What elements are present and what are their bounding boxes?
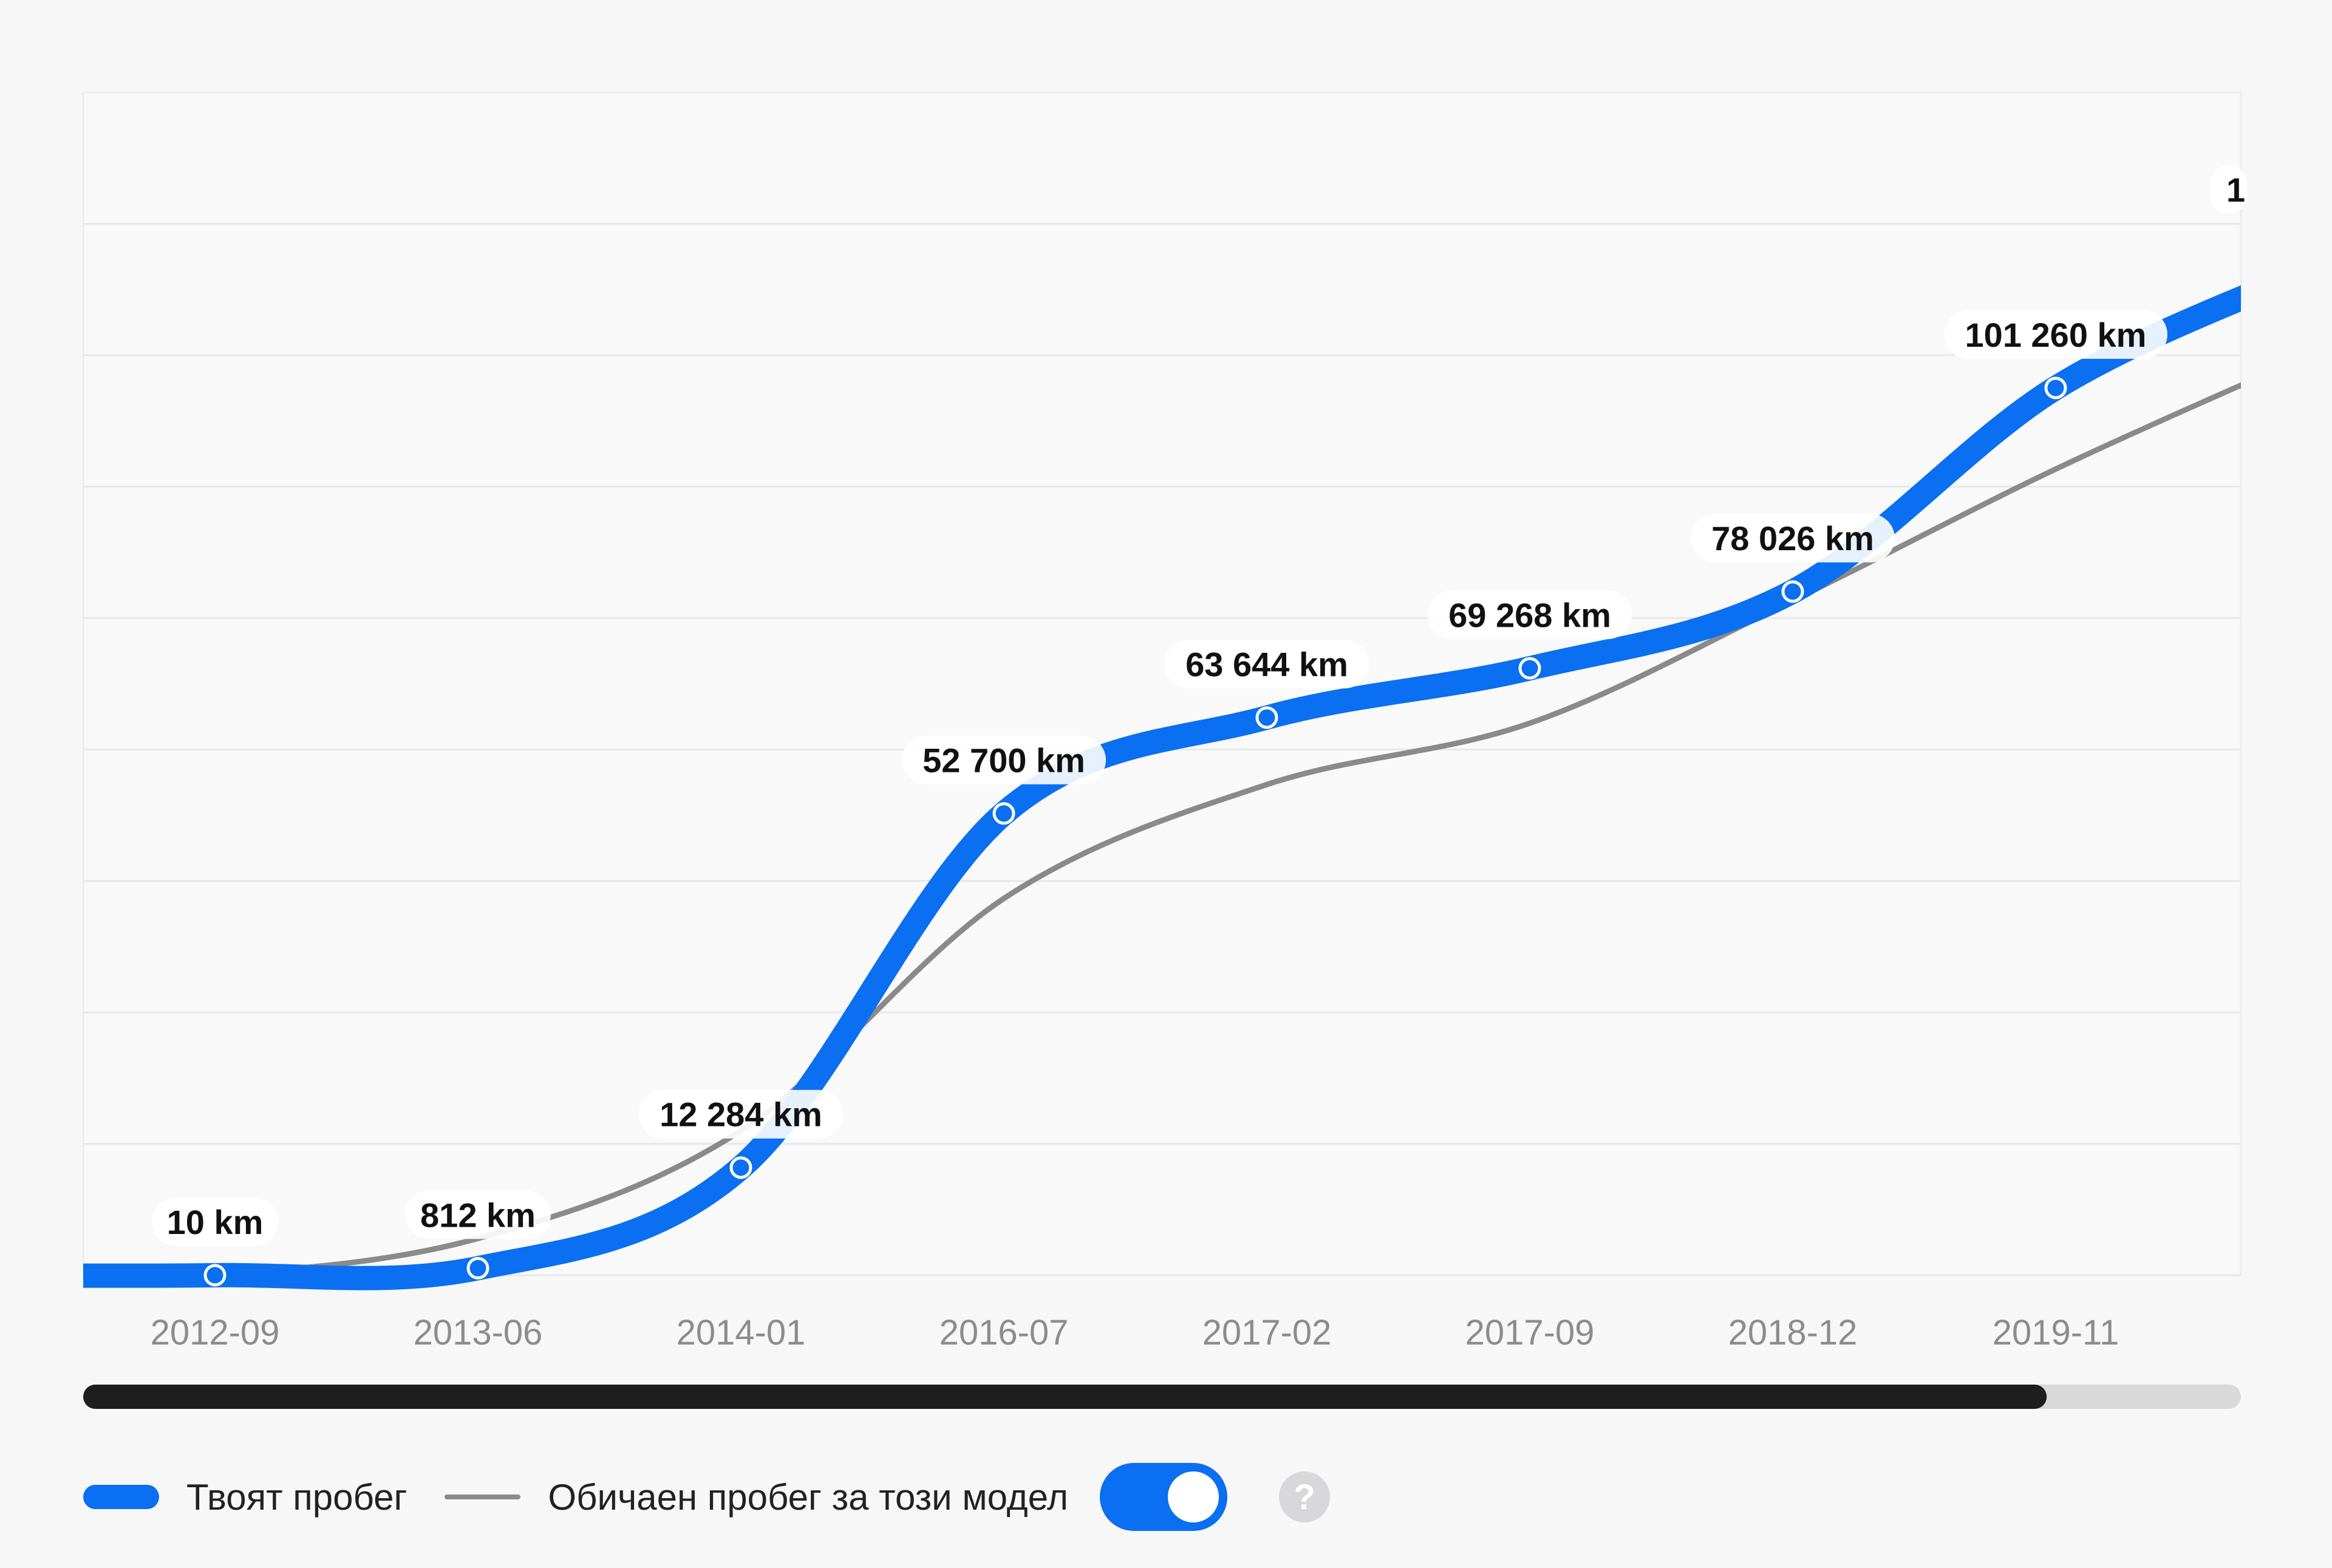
data-point[interactable] [2044, 377, 2067, 400]
data-label-bg [639, 1089, 843, 1139]
data-label: 10 km [167, 1203, 264, 1241]
series-group [83, 285, 2241, 1290]
plot-area [82, 91, 2242, 1277]
data-label-bg [405, 1190, 551, 1239]
help-icon[interactable]: ? [1279, 1471, 1331, 1522]
data-label-bg [1944, 310, 2167, 359]
x-axis-ticks: 2012-09 2013-06 2014-01 2016-07 2017-02 2017-… [151, 1313, 2119, 1352]
data-label-bg [152, 1197, 278, 1246]
data-label-bg [1428, 590, 1632, 639]
data-label-bg [902, 735, 1106, 785]
data-label: 63 644 km [1185, 646, 1348, 684]
data-label: 101 260 km [1965, 316, 2147, 354]
x-tick-label: 2012-09 [151, 1313, 280, 1352]
legend-item-typical-mileage: Обичаен пробег за този модел [445, 1476, 1068, 1518]
data-point[interactable] [1781, 580, 1804, 603]
data-point[interactable] [466, 1256, 489, 1280]
data-label-bg [1165, 639, 1369, 689]
x-tick-label: 2016-07 [939, 1313, 1069, 1352]
data-points [203, 377, 2067, 1287]
data-point[interactable] [729, 1156, 752, 1179]
legend-swatch-your-mileage [83, 1485, 159, 1509]
x-tick-label: 2017-02 [1202, 1313, 1332, 1352]
your-mileage-line [83, 285, 2241, 1290]
x-tick-label: 2017-09 [1465, 1313, 1595, 1352]
data-label: 78 026 km [1711, 519, 1874, 557]
data-label-bg [1691, 514, 1895, 563]
data-label: 52 700 km [922, 741, 1085, 780]
x-tick-label: 2014-01 [677, 1313, 806, 1352]
data-label-bg [2211, 165, 2247, 214]
x-tick-label: 2018-12 [1728, 1313, 1858, 1352]
legend-label-your-mileage: Твоят пробег [186, 1476, 407, 1518]
toggle-knob [1168, 1471, 1219, 1522]
legend-swatch-typical-mileage [445, 1495, 521, 1499]
legend-label-typical-mileage: Обичаен пробег за този модел [548, 1476, 1069, 1518]
x-tick-label: 2019-11 [1993, 1313, 2119, 1352]
data-point[interactable] [992, 802, 1015, 825]
x-tick-label: 2013-06 [414, 1313, 543, 1352]
data-point[interactable] [1518, 656, 1541, 680]
scrollbar-thumb[interactable] [83, 1385, 2047, 1409]
data-point[interactable] [1255, 706, 1278, 729]
data-label: 812 km [420, 1196, 536, 1234]
chart-legend: Твоят пробег Обичаен пробег за този моде… [83, 1461, 1331, 1533]
typical-mileage-toggle[interactable] [1100, 1463, 1228, 1531]
data-label: 12 284 km [660, 1096, 822, 1134]
data-point[interactable] [203, 1264, 227, 1287]
typical-mileage-line [83, 382, 2241, 1280]
data-label: 1 [2226, 171, 2245, 209]
data-label: 69 268 km [1448, 596, 1611, 634]
data-labels: 10 km 812 km 12 284 km 52 700 km 63 644 km 69… [152, 165, 2247, 1246]
legend-item-your-mileage: Твоят пробег [83, 1476, 407, 1518]
